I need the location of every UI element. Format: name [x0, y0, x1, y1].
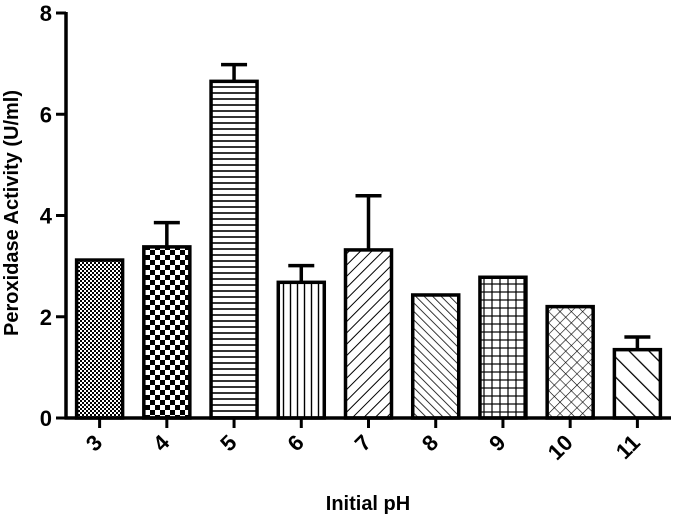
y-tick-label-4: 4: [40, 204, 53, 229]
y-tick-label-2: 2: [40, 305, 52, 330]
bar-ph-4: [142, 245, 192, 420]
y-tick-label-8: 8: [40, 1, 52, 26]
x-axis-ticks: 3 4 5 6 7 8 9 10 11: [81, 418, 645, 465]
error-bar-ph-5: [221, 62, 248, 82]
bar-ph-5: [209, 79, 259, 420]
y-tick-label-6: 6: [40, 102, 52, 127]
y-axis-title: Peroxidase Activity (U/ml): [1, 90, 23, 336]
x-tick-label-6: 6: [282, 430, 308, 456]
x-tick-label-4: 4: [148, 429, 175, 456]
bar-ph-11: [612, 347, 663, 420]
x-tick-label-3: 3: [81, 430, 107, 456]
bar-ph-9: [478, 275, 528, 420]
bar-ph-10: [545, 304, 595, 420]
error-bar-ph-6: [288, 263, 315, 283]
x-tick-label-7: 7: [350, 430, 376, 456]
x-tick-label-10: 10: [543, 430, 578, 465]
x-tick-label-8: 8: [417, 430, 443, 456]
x-tick-label-11: 11: [611, 430, 645, 464]
error-bar-ph-4: [153, 220, 180, 247]
bar-ph-6: [276, 280, 327, 420]
x-axis-title: Initial pH: [326, 493, 410, 515]
bar-ph-8: [410, 293, 461, 420]
error-bar-ph-11: [624, 335, 651, 350]
bar-ph-7: [343, 248, 394, 420]
y-tick-label-0: 0: [40, 406, 52, 431]
error-bar-ph-7: [355, 194, 382, 250]
error-bars-layer: [153, 62, 651, 350]
y-axis-ticks: 0 2 4 6 8: [40, 1, 66, 431]
bar-ph-3: [74, 258, 125, 420]
x-tick-label-9: 9: [484, 430, 510, 456]
x-tick-label-5: 5: [215, 430, 241, 456]
